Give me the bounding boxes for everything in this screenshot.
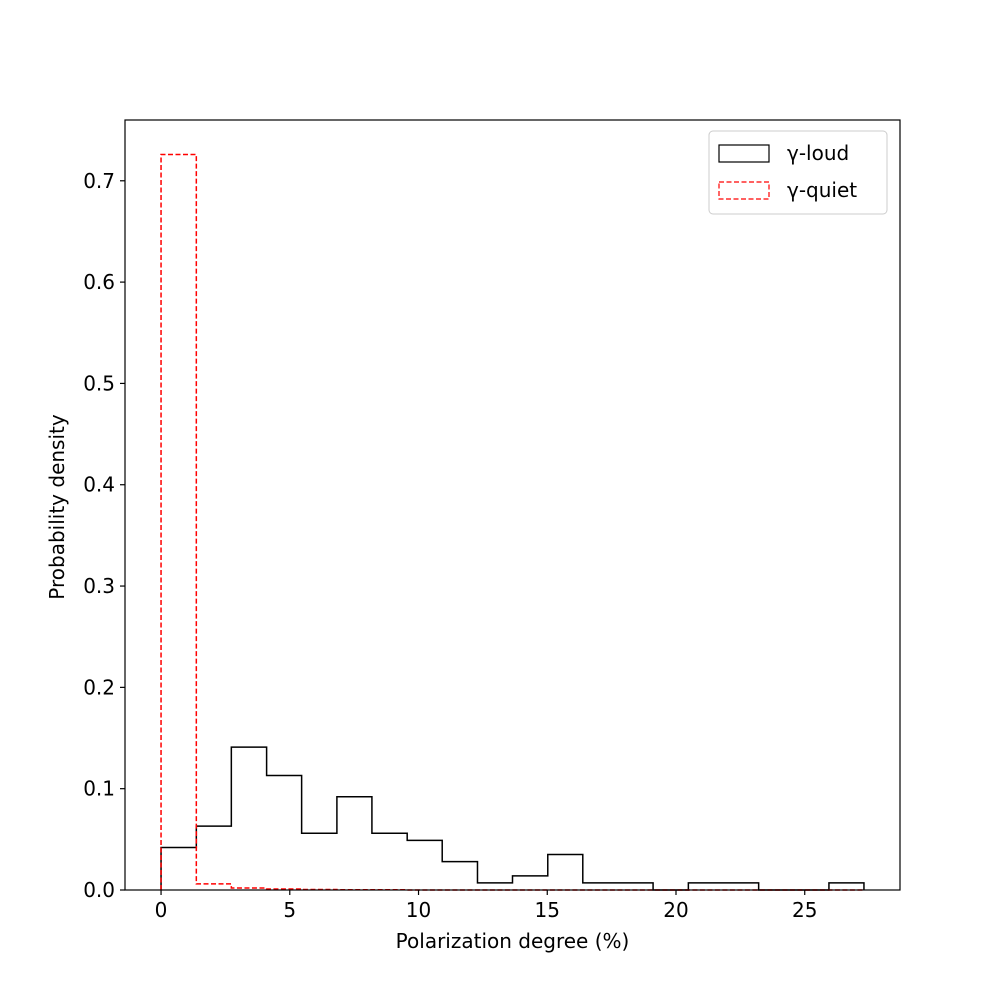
legend-swatch-gamma-quiet [718,181,770,200]
y-tick-label: 0.1 [83,777,115,801]
x-tick-label: 25 [792,898,817,922]
y-tick-label: 0.0 [83,878,115,902]
legend: γ-loud γ-quiet [708,130,888,215]
legend-label-gamma-quiet: γ-quiet [787,178,857,202]
x-tick-label: 5 [283,898,296,922]
x-tick-label: 0 [155,898,168,922]
y-axis-ticks: 0.0 0.1 0.2 0.3 0.4 0.5 0.6 0.7 [83,169,125,902]
y-tick-label: 0.5 [83,371,115,395]
y-tick-label: 0.6 [83,270,115,294]
x-axis-label: Polarization degree (%) [396,929,630,953]
y-tick-label: 0.7 [83,169,115,193]
y-tick-label: 0.4 [83,473,115,497]
x-tick-label: 20 [663,898,688,922]
axes-frame [124,119,901,891]
legend-swatch-gamma-loud [718,144,770,163]
y-axis-label: Probability density [45,414,69,600]
x-tick-label: 10 [406,898,431,922]
legend-box [708,130,888,215]
legend-label-gamma-loud: γ-loud [787,141,849,165]
y-tick-label: 0.2 [83,675,115,699]
y-tick-label: 0.3 [83,574,115,598]
series-outline-gamma-loud [160,746,865,891]
x-tick-label: 15 [535,898,560,922]
x-axis-ticks: 0 5 10 15 20 25 [155,890,817,922]
